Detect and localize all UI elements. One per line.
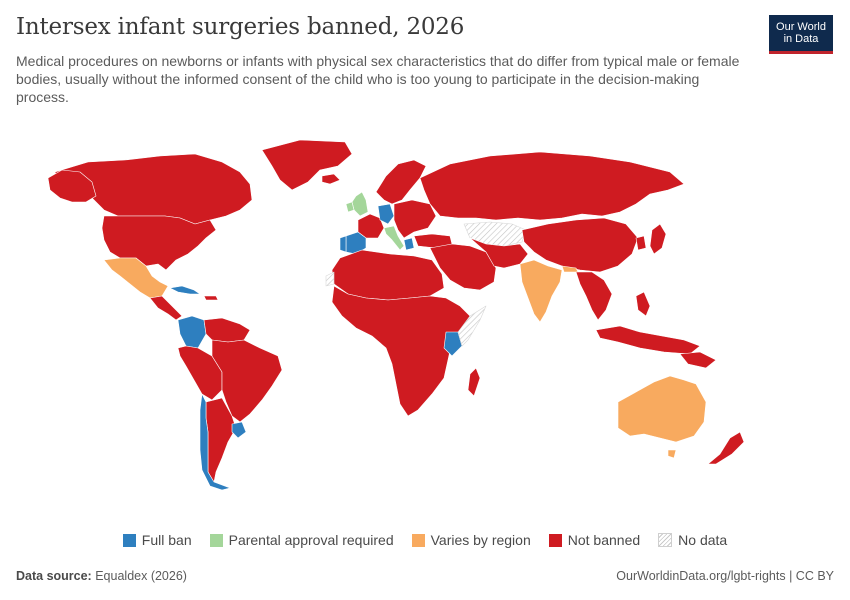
caribbean-islands[interactable] xyxy=(203,295,219,301)
kazakhstan[interactable] xyxy=(463,221,527,247)
sub-saharan-africa[interactable] xyxy=(331,285,471,417)
data-source: Data source: Equaldex (2026) xyxy=(16,569,187,583)
chart-subtitle: Medical procedures on newborns or infant… xyxy=(16,53,740,105)
kenya[interactable] xyxy=(443,331,463,357)
united-kingdom[interactable] xyxy=(351,191,369,217)
italy[interactable] xyxy=(383,225,405,251)
data-source-value: Equaldex (2026) xyxy=(95,569,187,583)
legend-label-parental-approval: Parental approval required xyxy=(228,532,394,548)
mexico[interactable] xyxy=(103,257,169,299)
japan[interactable] xyxy=(649,223,667,255)
venezuela[interactable] xyxy=(203,317,251,343)
legend-item-varies-by-region[interactable]: Varies by region xyxy=(411,532,531,548)
legend-swatch-parental-approval xyxy=(209,533,223,547)
footer-separator: | xyxy=(789,569,793,583)
central-asia[interactable] xyxy=(469,237,529,269)
legend-swatch-not-banned xyxy=(548,533,562,547)
somalia[interactable] xyxy=(457,305,487,347)
southeast-asia[interactable] xyxy=(575,271,613,321)
legend-label-varies-by-region: Varies by region xyxy=(430,532,531,548)
legend-item-parental-approval[interactable]: Parental approval required xyxy=(209,532,394,548)
indonesia[interactable] xyxy=(595,325,701,355)
brazil[interactable] xyxy=(211,339,283,423)
greenland[interactable] xyxy=(261,139,353,191)
australia[interactable] xyxy=(617,375,707,443)
legend: Full ban Parental approval required Vari… xyxy=(0,532,850,548)
legend-label-no-data: No data xyxy=(678,532,728,548)
eastern-europe[interactable] xyxy=(393,199,437,239)
madagascar[interactable] xyxy=(467,367,481,397)
alaska[interactable] xyxy=(47,169,97,203)
russia[interactable] xyxy=(419,151,685,221)
chart-title: Intersex infant surgeries banned, 2026 xyxy=(16,14,465,40)
legend-label-not-banned: Not banned xyxy=(567,532,641,548)
tasmania[interactable] xyxy=(667,449,677,459)
footer-credits: OurWorldinData.org/lgbt-rights | CC BY xyxy=(616,569,834,583)
portugal[interactable] xyxy=(339,235,347,253)
iceland[interactable] xyxy=(321,173,341,185)
western-sahara[interactable] xyxy=(325,271,335,287)
legend-label-full-ban: Full ban xyxy=(141,532,192,548)
owid-logo[interactable]: Our World in Data xyxy=(769,15,833,54)
logo-line-2: in Data xyxy=(783,33,819,45)
license-link[interactable]: CC BY xyxy=(795,569,834,583)
central-america[interactable] xyxy=(149,295,183,321)
data-source-label: Data source: xyxy=(16,569,92,583)
chile[interactable] xyxy=(199,393,231,491)
colombia[interactable] xyxy=(177,315,207,349)
north-africa[interactable] xyxy=(331,249,445,301)
legend-item-full-ban[interactable]: Full ban xyxy=(122,532,192,548)
china[interactable] xyxy=(521,217,639,273)
logo-line-1: Our World xyxy=(776,21,826,33)
legend-item-no-data[interactable]: No data xyxy=(658,532,727,548)
middle-east[interactable] xyxy=(429,243,497,291)
legend-swatch-full-ban xyxy=(122,533,136,547)
uruguay[interactable] xyxy=(231,421,247,439)
legend-swatch-no-data xyxy=(658,533,673,547)
korea[interactable] xyxy=(635,235,647,251)
legend-item-not-banned[interactable]: Not banned xyxy=(548,532,641,548)
cuba[interactable] xyxy=(169,285,201,295)
philippines[interactable] xyxy=(635,291,651,317)
greece[interactable] xyxy=(403,237,415,251)
source-url-link[interactable]: OurWorldinData.org/lgbt-rights xyxy=(616,569,786,583)
germany[interactable] xyxy=(377,203,395,225)
india[interactable] xyxy=(519,259,563,323)
scandinavia[interactable] xyxy=(375,159,427,205)
new-zealand[interactable] xyxy=(707,431,745,465)
papua-new-guinea[interactable] xyxy=(679,351,717,369)
legend-swatch-varies-by-region xyxy=(411,533,425,547)
peru-bolivia[interactable] xyxy=(177,345,223,401)
world-map[interactable] xyxy=(0,120,850,520)
united-states[interactable] xyxy=(101,215,217,271)
ireland[interactable] xyxy=(345,201,355,213)
